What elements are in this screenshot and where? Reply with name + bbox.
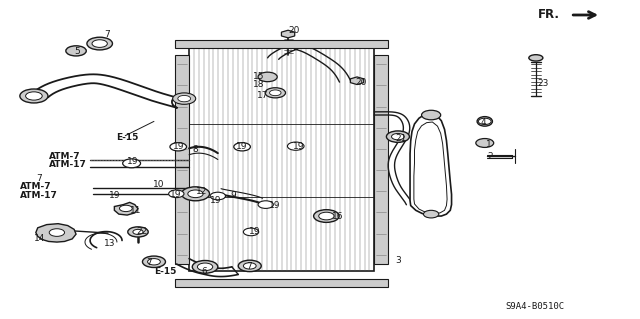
Circle shape <box>197 263 212 271</box>
Circle shape <box>133 229 143 234</box>
Circle shape <box>178 95 191 102</box>
Text: 22: 22 <box>136 227 147 236</box>
Circle shape <box>92 40 108 48</box>
Circle shape <box>319 212 334 220</box>
Text: 19: 19 <box>127 157 139 166</box>
Text: 12: 12 <box>195 187 207 196</box>
Circle shape <box>210 192 225 200</box>
Text: 19: 19 <box>109 190 121 200</box>
Text: 11: 11 <box>130 206 141 215</box>
Circle shape <box>258 201 273 208</box>
Circle shape <box>476 138 493 147</box>
Text: 10: 10 <box>153 181 164 189</box>
Circle shape <box>243 263 256 269</box>
Polygon shape <box>410 114 452 216</box>
Circle shape <box>243 228 259 236</box>
Polygon shape <box>282 30 294 38</box>
Circle shape <box>169 190 184 197</box>
Text: FR.: FR. <box>538 9 559 21</box>
Text: 20: 20 <box>288 26 300 35</box>
Text: ATM-17: ATM-17 <box>20 190 58 200</box>
Text: 7: 7 <box>104 30 110 39</box>
Circle shape <box>478 118 491 124</box>
Bar <box>175 41 388 48</box>
Circle shape <box>128 227 148 237</box>
Text: 21: 21 <box>396 134 407 143</box>
Circle shape <box>20 89 48 103</box>
Text: 9: 9 <box>230 190 236 200</box>
Text: 7: 7 <box>36 174 42 183</box>
Bar <box>175 55 189 264</box>
Circle shape <box>287 142 304 150</box>
Text: 19: 19 <box>210 196 221 205</box>
Circle shape <box>192 261 218 273</box>
Text: 20: 20 <box>355 78 367 87</box>
Circle shape <box>234 143 250 151</box>
Text: E-15: E-15 <box>116 133 138 142</box>
Circle shape <box>173 93 196 104</box>
Circle shape <box>188 190 203 197</box>
Circle shape <box>392 133 404 140</box>
Text: 19: 19 <box>293 142 305 151</box>
Circle shape <box>49 229 65 236</box>
Circle shape <box>26 92 42 100</box>
Text: 19: 19 <box>236 142 247 151</box>
Circle shape <box>314 210 339 222</box>
Text: 8: 8 <box>192 145 198 154</box>
Text: 3: 3 <box>396 256 401 265</box>
Text: 4: 4 <box>481 117 486 127</box>
Circle shape <box>120 205 132 211</box>
Text: 7: 7 <box>147 258 152 267</box>
Ellipse shape <box>529 55 543 61</box>
Text: 19: 19 <box>173 142 184 151</box>
Circle shape <box>258 72 277 82</box>
Circle shape <box>387 131 410 142</box>
Text: S9A4-B0510C: S9A4-B0510C <box>505 302 564 311</box>
Circle shape <box>424 210 439 218</box>
Text: 16: 16 <box>332 212 343 221</box>
Circle shape <box>269 90 281 96</box>
Circle shape <box>123 159 141 168</box>
Circle shape <box>143 256 166 268</box>
Text: 7: 7 <box>246 262 252 271</box>
Polygon shape <box>351 77 364 85</box>
Text: 13: 13 <box>104 239 116 248</box>
Circle shape <box>148 259 161 265</box>
Circle shape <box>66 46 86 56</box>
Circle shape <box>422 110 441 120</box>
Text: 15: 15 <box>253 72 264 81</box>
Polygon shape <box>115 202 138 215</box>
Polygon shape <box>36 224 76 242</box>
Text: 19: 19 <box>170 190 181 199</box>
Circle shape <box>87 37 113 50</box>
Text: 5: 5 <box>74 47 80 56</box>
Circle shape <box>170 143 186 151</box>
Text: 1: 1 <box>486 140 492 149</box>
Text: 23: 23 <box>537 79 548 88</box>
Text: ATM-17: ATM-17 <box>49 160 86 169</box>
Text: 14: 14 <box>34 234 45 243</box>
Bar <box>189 48 374 271</box>
Circle shape <box>181 187 209 201</box>
Text: 2: 2 <box>487 152 493 161</box>
Text: 17: 17 <box>257 92 269 100</box>
Text: 19: 19 <box>248 227 260 236</box>
Text: ATM-7: ATM-7 <box>20 182 51 191</box>
Circle shape <box>265 88 285 98</box>
Bar <box>175 278 388 286</box>
Text: 6: 6 <box>202 267 207 276</box>
Ellipse shape <box>477 117 492 126</box>
Text: 18: 18 <box>253 80 264 89</box>
Text: ATM-7: ATM-7 <box>49 152 80 161</box>
Text: 19: 19 <box>269 201 280 210</box>
Circle shape <box>238 260 261 271</box>
Text: E-15: E-15 <box>154 267 177 276</box>
Bar <box>374 55 388 264</box>
